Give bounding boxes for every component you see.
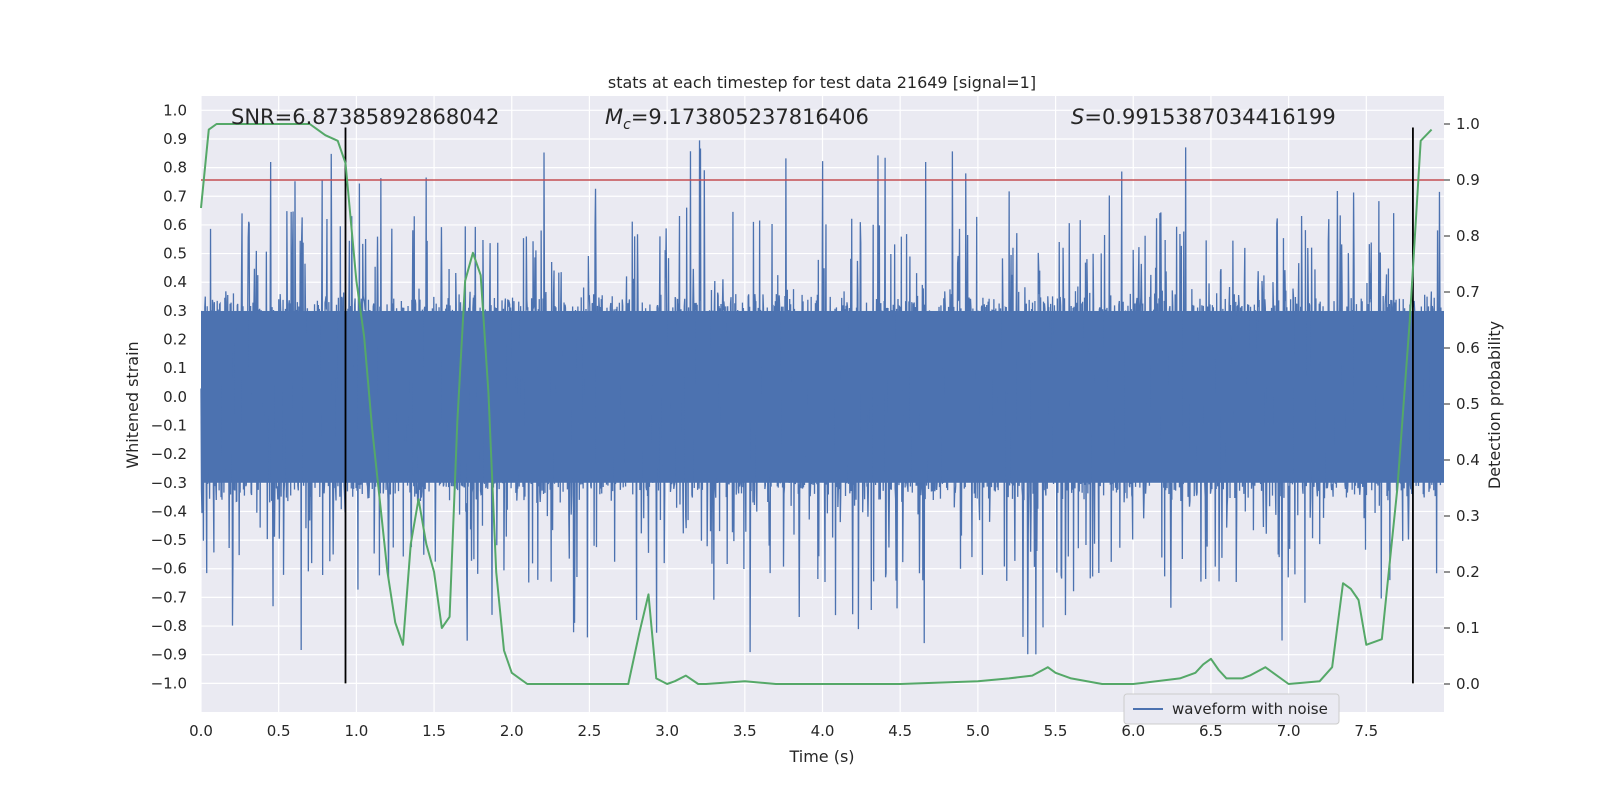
- y-left-tick-label: 0.2: [163, 331, 187, 349]
- chirp-mass-subscript: c: [623, 117, 631, 133]
- x-tick-label: 5.5: [1044, 722, 1068, 740]
- score-symbol: S: [1071, 105, 1084, 129]
- chirp-mass-symbol: M: [605, 105, 623, 129]
- chirp-mass-value: =9.173805237816406: [631, 105, 869, 129]
- x-tick-label: 4.0: [811, 722, 835, 740]
- y-right-tick-label: 0.3: [1456, 507, 1480, 525]
- x-tick-label: 3.5: [733, 722, 757, 740]
- y-left-tick-label: −0.3: [151, 474, 187, 492]
- y-right-tick-label: 0.8: [1456, 227, 1480, 245]
- waveform-series: [200, 140, 1444, 655]
- x-tick-label: 4.5: [888, 722, 912, 740]
- y-right-tick-label: 0.1: [1456, 619, 1480, 637]
- x-axis-ticks: 0.0 0.5 1.0 1.5 2.0 2.5 3.0 3.5 4.0 4.5 5.0 5.5 6.0 6…: [189, 722, 1378, 740]
- y-left-tick-label: −1.0: [151, 674, 187, 692]
- x-tick-label: 5.0: [966, 722, 990, 740]
- y-right-tick-label: 0.9: [1456, 171, 1480, 189]
- y-left-tick-label: 0.3: [163, 302, 187, 320]
- x-tick-label: 7.0: [1277, 722, 1301, 740]
- x-tick-label: 2.5: [578, 722, 602, 740]
- y-left-tick-label: 0.1: [163, 359, 187, 377]
- y-left-tick-label: 0.4: [163, 273, 187, 291]
- x-tick-label: 0.0: [189, 722, 213, 740]
- y-left-tick-label: 0.6: [163, 216, 187, 234]
- y-left-tick-label: −0.2: [151, 445, 187, 463]
- x-tick-label: 7.5: [1354, 722, 1378, 740]
- score-value: =0.9915387034416199: [1084, 105, 1335, 129]
- y-right-tick-label: 1.0: [1456, 115, 1480, 133]
- y-right-tick-label: 0.2: [1456, 563, 1480, 581]
- y-left-tick-label: −0.7: [151, 588, 187, 606]
- snr-annotation: SNR=6.87385892868042: [231, 105, 499, 129]
- y-left-tick-label: −0.6: [151, 560, 187, 578]
- x-tick-label: 1.0: [344, 722, 368, 740]
- y-right-axis-ticks: 1.0 0.9 0.8 0.7 0.6 0.5 0.4 0.3 0.2 0.1 0.0: [1444, 115, 1480, 693]
- y-right-axis-label: Detection probability: [1485, 321, 1504, 489]
- y-right-tick-label: 0.7: [1456, 283, 1480, 301]
- y-left-tick-label: 0.8: [163, 159, 187, 177]
- y-left-tick-label: −0.4: [151, 502, 187, 520]
- waveform-line: [200, 140, 1442, 655]
- y-left-tick-label: −0.9: [151, 646, 187, 664]
- y-right-tick-label: 0.0: [1456, 675, 1480, 693]
- y-left-tick-label: −0.1: [151, 416, 187, 434]
- y-left-axis-ticks: 1.0 0.9 0.8 0.7 0.6 0.5 0.4 0.3 0.2 0.1 0.0 −0.1 −0.…: [151, 101, 187, 692]
- x-tick-label: 6.5: [1199, 722, 1223, 740]
- legend: waveform with noise: [1123, 693, 1340, 725]
- x-tick-label: 3.0: [655, 722, 679, 740]
- chirp-mass-annotation: Mc=9.173805237816406: [605, 105, 869, 133]
- y-right-tick-label: 0.4: [1456, 451, 1480, 469]
- y-left-tick-label: −0.8: [151, 617, 187, 635]
- y-right-tick-label: 0.6: [1456, 339, 1480, 357]
- y-right-tick-label: 0.5: [1456, 395, 1480, 413]
- y-left-axis-label: Whitened strain: [123, 341, 142, 468]
- legend-label-waveform: waveform with noise: [1172, 700, 1328, 718]
- y-left-tick-label: 0.9: [163, 130, 187, 148]
- overlay-lines: [200, 123, 1444, 685]
- chart-title: stats at each timestep for test data 216…: [608, 73, 1036, 92]
- legend-box: [1123, 693, 1340, 725]
- x-axis-label: Time (s): [788, 747, 854, 766]
- x-tick-label: 0.5: [267, 722, 291, 740]
- y-left-tick-label: 0.5: [163, 245, 187, 263]
- y-left-tick-label: 1.0: [163, 101, 187, 119]
- y-left-tick-label: −0.5: [151, 531, 187, 549]
- x-tick-label: 2.0: [500, 722, 524, 740]
- x-tick-label: 6.0: [1121, 722, 1145, 740]
- x-tick-label: 1.5: [422, 722, 446, 740]
- detection-probability-line: [200, 123, 1433, 685]
- score-annotation: S=0.9915387034416199: [1071, 105, 1336, 129]
- y-left-tick-label: 0.0: [163, 388, 187, 406]
- y-left-tick-label: 0.7: [163, 187, 187, 205]
